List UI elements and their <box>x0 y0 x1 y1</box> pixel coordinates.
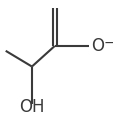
Text: −: − <box>103 35 113 49</box>
Text: O: O <box>48 0 61 4</box>
Text: O: O <box>90 37 103 55</box>
Text: OH: OH <box>19 98 44 116</box>
